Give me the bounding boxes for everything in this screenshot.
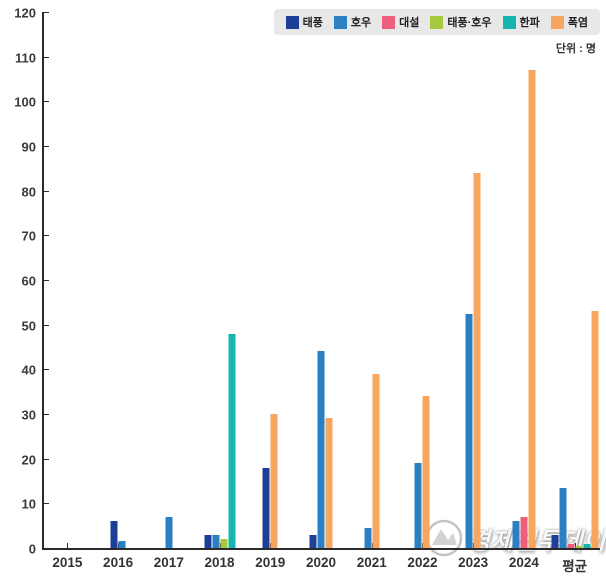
bar-폭염 — [473, 172, 481, 548]
legend-swatch-icon — [333, 15, 347, 29]
bar-group-2023 — [465, 172, 481, 548]
bar-호우 — [212, 534, 220, 548]
bar-태풍 — [110, 521, 118, 548]
y-axis-tick — [43, 235, 49, 237]
y-axis-tick — [43, 324, 49, 326]
bar-한파 — [228, 333, 236, 548]
x-axis-category-label: 2018 — [204, 555, 235, 570]
bar-한파 — [583, 543, 591, 548]
bar-태풍 — [204, 534, 212, 548]
y-axis-tick — [43, 190, 49, 192]
y-axis-tick-label: 70 — [21, 228, 36, 244]
legend-swatch-icon — [430, 15, 444, 29]
x-axis-category-label: 2019 — [255, 555, 286, 570]
y-axis-tick — [43, 503, 49, 505]
bar-폭염 — [372, 373, 380, 548]
x-axis-category-label: 2023 — [458, 555, 489, 570]
x-axis-category-label: 2021 — [356, 555, 387, 570]
bar-폭염 — [422, 396, 430, 548]
legend-label: 태풍 — [302, 17, 323, 29]
x-axis-line — [42, 548, 600, 550]
y-axis-tick-label: 120 — [14, 5, 36, 21]
legend-swatch-icon — [382, 15, 396, 29]
y-axis-tick-label: 50 — [21, 318, 36, 334]
chart-legend: 태풍 호우 대설 태풍·호우 한파 폭염 — [273, 9, 600, 35]
bar-태풍·호우 — [575, 545, 583, 548]
y-axis-tick — [43, 414, 49, 415]
bar-호우 — [364, 527, 372, 548]
bar-group-2024 — [512, 70, 536, 548]
legend-item-1: 호우 — [333, 14, 372, 30]
bar-호우 — [559, 487, 567, 548]
y-axis-tick-label: 80 — [21, 184, 36, 200]
legend-label: 대설 — [399, 17, 420, 29]
watermark-logo-icon — [425, 519, 463, 557]
y-axis-tick-label: 100 — [14, 94, 36, 110]
unit-label: 단위 : 명 — [555, 43, 596, 55]
y-axis-tick-label: 10 — [21, 496, 36, 512]
legend-swatch-icon — [550, 15, 564, 29]
bar-폭염 — [528, 70, 536, 548]
y-axis-tick-label: 20 — [21, 452, 36, 468]
bar-태풍·호우 — [220, 539, 228, 548]
bar-폭염 — [591, 311, 599, 548]
y-axis-tick — [43, 12, 49, 13]
bar-group-평균 — [551, 311, 599, 548]
x-axis-category-label: 평균 — [562, 559, 588, 574]
y-axis-tick — [43, 146, 49, 147]
x-axis-category-label: 2016 — [103, 555, 134, 570]
legend-label: 호우 — [350, 17, 372, 29]
bar-호우 — [118, 541, 126, 548]
x-axis-category-label: 2024 — [508, 555, 539, 570]
legend-item-2: 대설 — [382, 14, 419, 30]
bar-호우 — [512, 521, 520, 548]
bar-group-2016 — [110, 521, 126, 548]
bar-group-2017 — [165, 516, 173, 548]
legend-item-5: 폭염 — [550, 14, 588, 30]
bar-호우 — [317, 351, 325, 548]
bar-group-2019 — [262, 414, 278, 548]
bar-group-2018 — [204, 333, 236, 548]
x-axis-category-label: 2015 — [52, 555, 83, 570]
bar-태풍 — [551, 534, 559, 548]
bar-대설 — [520, 516, 528, 548]
bar-호우 — [165, 516, 173, 548]
y-axis-tick-label: 40 — [21, 362, 36, 378]
y-axis-tick — [43, 458, 49, 460]
legend-label: 한파 — [519, 17, 540, 29]
bar-폭염 — [270, 414, 278, 548]
bar-폭염 — [325, 418, 333, 548]
bar-호우 — [465, 313, 473, 548]
legend-label: 폭염 — [567, 17, 588, 29]
bar-group-2020 — [309, 351, 333, 548]
bar-group-2022 — [414, 396, 430, 548]
y-axis-tick-label: 90 — [21, 139, 36, 155]
bar-group-2021 — [364, 373, 380, 548]
y-axis-line — [42, 12, 44, 549]
legend-swatch-icon — [502, 15, 516, 29]
x-axis-category-label: 2020 — [305, 555, 337, 570]
legend-label: 태풍·호우 — [447, 17, 492, 29]
bar-태풍 — [309, 534, 317, 548]
legend-swatch-icon — [285, 15, 299, 29]
y-axis-tick-label: 30 — [21, 407, 36, 423]
legend-item-4: 한파 — [502, 14, 540, 30]
bar-태풍 — [262, 467, 270, 548]
y-axis-tick-label: 0 — [28, 541, 36, 557]
y-axis-tick — [43, 280, 49, 281]
y-axis-tick — [43, 56, 49, 58]
y-axis-tick — [43, 101, 49, 103]
bar-대설 — [567, 543, 575, 548]
y-axis-tick-label: 110 — [15, 50, 36, 66]
x-axis-category-label: 2017 — [153, 555, 184, 570]
y-axis-tick-label: 60 — [21, 273, 36, 289]
x-axis-category-label: 2022 — [407, 555, 438, 570]
x-axis-tick — [574, 543, 576, 548]
legend-item-3: 태풍·호우 — [430, 14, 492, 30]
bar-호우 — [414, 463, 422, 548]
legend-item-0: 태풍 — [285, 14, 323, 30]
y-axis-tick — [43, 369, 49, 371]
x-axis-tick — [67, 543, 69, 548]
